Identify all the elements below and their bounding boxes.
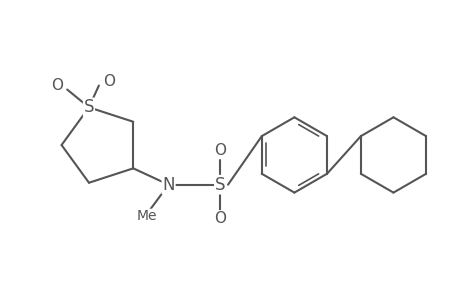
Text: O: O bbox=[102, 74, 115, 89]
Text: O: O bbox=[51, 78, 63, 93]
Text: Me: Me bbox=[136, 209, 157, 224]
Text: O: O bbox=[213, 143, 226, 158]
Text: N: N bbox=[162, 176, 174, 194]
Text: S: S bbox=[84, 98, 94, 116]
Text: O: O bbox=[213, 211, 226, 226]
Text: S: S bbox=[214, 176, 225, 194]
